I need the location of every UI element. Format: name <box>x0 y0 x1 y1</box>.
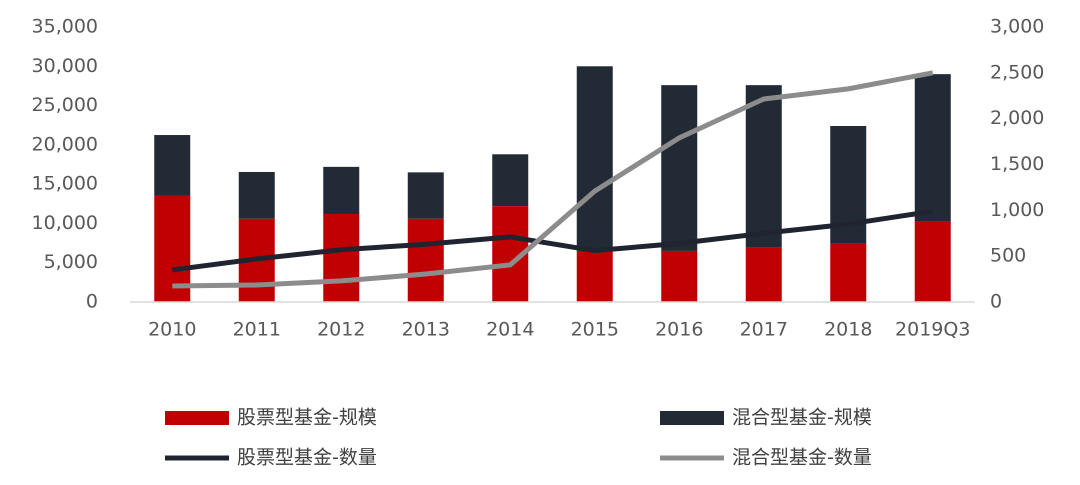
line <box>172 70 934 289</box>
legend-label: 混合型基金-规模 <box>732 407 872 429</box>
legend-label: 混合型基金-数量 <box>732 447 872 469</box>
bar-segment <box>745 247 782 302</box>
bar-segment <box>407 218 444 302</box>
y2-tick-label: 2,500 <box>990 61 1044 83</box>
y2-tick-label: 1,500 <box>990 153 1044 175</box>
bar-segment <box>407 172 444 219</box>
y2-tick-label: 3,000 <box>990 16 1044 38</box>
x-tick-label: 2011 <box>233 319 281 341</box>
y-tick-label: 35,000 <box>32 16 98 38</box>
y-tick-label: 10,000 <box>32 212 98 234</box>
x-tick-label: 2018 <box>824 319 872 341</box>
y-tick-label: 25,000 <box>32 94 98 116</box>
bar-segment <box>914 221 951 302</box>
x-tick-label: 2012 <box>317 319 365 341</box>
x-tick-label: 2016 <box>655 319 703 341</box>
y-tick-label: 5,000 <box>44 251 98 273</box>
bar-segment <box>576 250 613 302</box>
bar-segment <box>323 214 360 302</box>
bar-segment <box>492 154 529 207</box>
bar-segment <box>238 171 275 219</box>
x-tick-label: 2013 <box>402 319 450 341</box>
x-tick-label: 2015 <box>571 319 619 341</box>
bar-segment <box>154 135 191 196</box>
bar-segment <box>576 66 613 251</box>
y-tick-label: 15,000 <box>32 173 98 195</box>
legend-label: 股票型基金-规模 <box>237 407 377 429</box>
bar-segment <box>830 243 867 302</box>
x-tick-label: 2014 <box>486 319 534 341</box>
bar-segment <box>914 74 951 222</box>
x-tick-label: 2017 <box>740 319 788 341</box>
x-tick-label: 2010 <box>148 319 196 341</box>
y-tick-label: 0 <box>86 291 98 313</box>
bar-segment <box>745 85 782 248</box>
bar-segment <box>323 166 360 214</box>
y-tick-label: 20,000 <box>32 133 98 155</box>
legend-swatch <box>165 411 229 425</box>
y2-tick-label: 2,000 <box>990 107 1044 129</box>
legend-label: 股票型基金-数量 <box>237 447 377 469</box>
line <box>171 208 934 273</box>
y2-tick-label: 500 <box>990 245 1026 267</box>
bar-segment <box>661 85 698 251</box>
legend-swatch <box>660 411 724 425</box>
x-tick-label: 2019Q3 <box>895 319 970 341</box>
y2-tick-label: 0 <box>990 291 1002 313</box>
y-tick-label: 30,000 <box>32 55 98 77</box>
bar-segment <box>661 250 698 302</box>
y2-tick-label: 1,000 <box>990 199 1044 221</box>
